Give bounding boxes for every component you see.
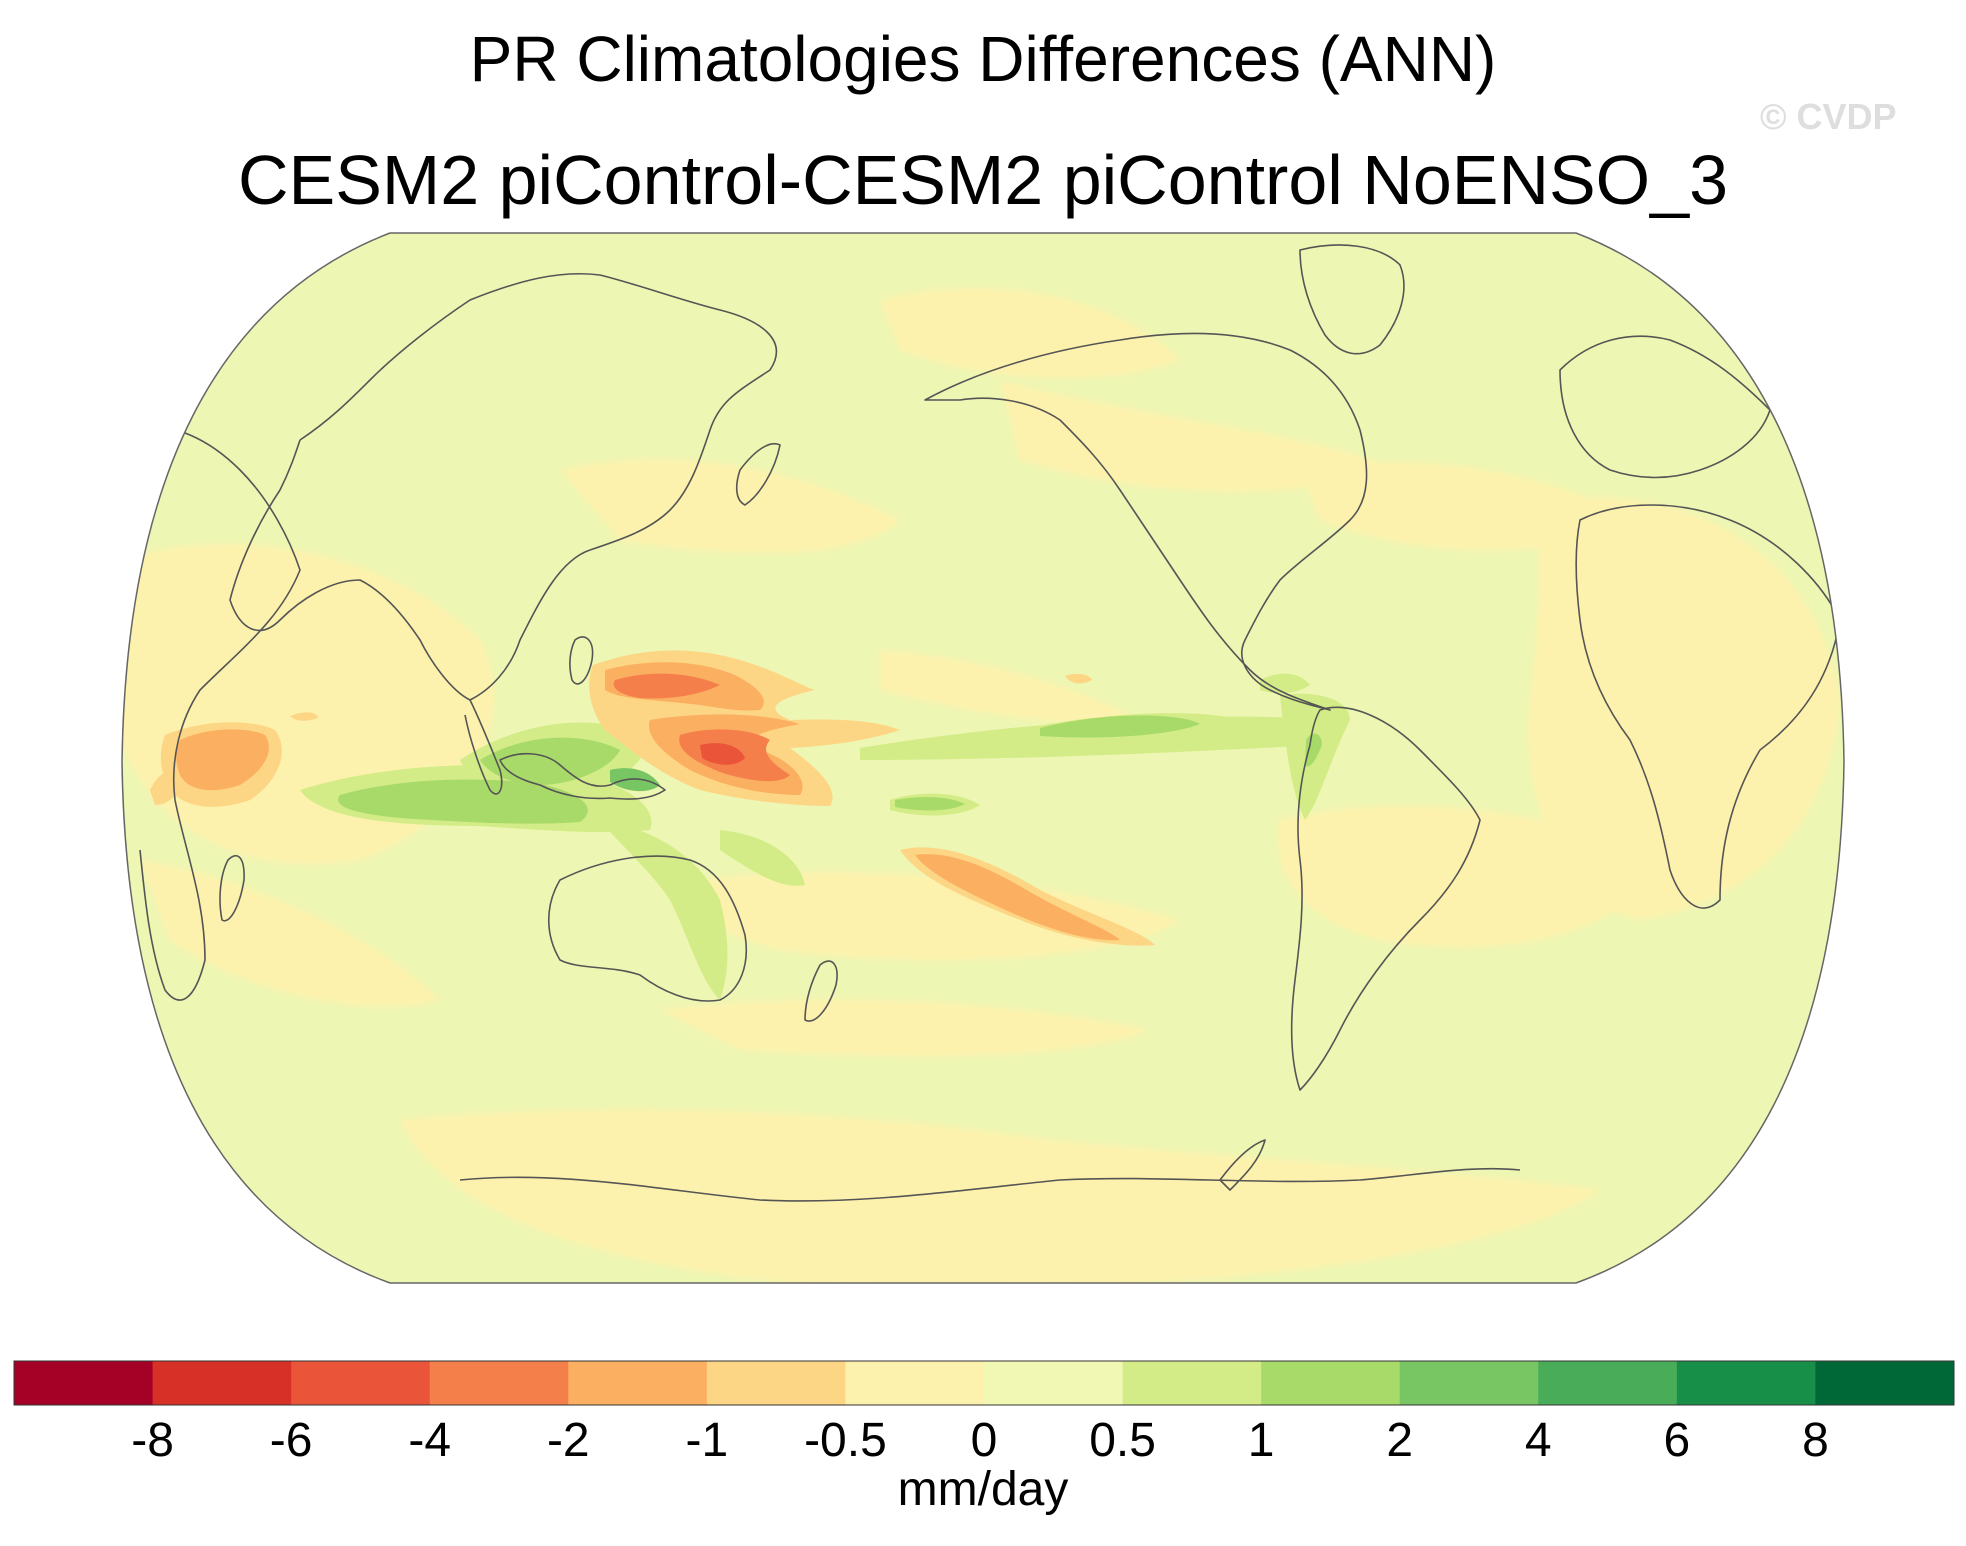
- greenland-coast: [1299, 244, 1405, 355]
- colorbar-tick-label: 4: [1525, 1414, 1552, 1467]
- colorbar-box: [984, 1361, 1124, 1405]
- colorbar-box: [429, 1361, 569, 1405]
- colorbar-boxes: [14, 1361, 1955, 1405]
- colorbar-box: [1122, 1361, 1262, 1405]
- colorbar-tick-label: 0: [971, 1414, 998, 1467]
- colorbar-box: [1399, 1361, 1539, 1405]
- colorbar-box: [845, 1361, 985, 1405]
- colorbar-box: [568, 1361, 708, 1405]
- south-america-coast: [1290, 706, 1481, 1091]
- new-zealand-coast: [804, 960, 838, 1022]
- colorbar-tick-label: -8: [131, 1414, 174, 1467]
- colorbar-box: [1538, 1361, 1678, 1405]
- watermark: © CVDP: [1760, 96, 1897, 137]
- colorbar-tick-label: 1: [1248, 1414, 1275, 1467]
- colorbar-box: [706, 1361, 846, 1405]
- positive-moderate-regions: [338, 715, 1322, 824]
- colorbar-tick-label: -1: [686, 1414, 729, 1467]
- colorbar-tick-labels: -8 -6 -4 -2 -1 -0.5 0 0.5 1 2 4 6 8: [131, 1414, 1829, 1467]
- colorbar-tick-label: -4: [408, 1414, 451, 1467]
- colorbar-tick-label: 0.5: [1089, 1414, 1156, 1467]
- indochina-coast: [464, 699, 503, 795]
- colorbar-box: [1676, 1361, 1816, 1405]
- colorbar-frame: [13, 1360, 1955, 1406]
- plot-title: PR Climatologies Differences (ANN): [469, 23, 1497, 95]
- colorbar-box: [291, 1361, 431, 1405]
- colorbar-tick-label: 2: [1386, 1414, 1413, 1467]
- philippines-coast: [569, 636, 594, 685]
- maritime-continent-coast: [499, 752, 666, 800]
- coastlines: [139, 244, 1841, 1202]
- map-boundary: [121, 232, 1845, 1284]
- colorbar-tick-label: -6: [270, 1414, 313, 1467]
- colorbar-box: [152, 1361, 292, 1405]
- japan-coast: [735, 443, 781, 506]
- colorbar-box: [1815, 1361, 1955, 1405]
- antarctic-peninsula-coast: [1219, 1139, 1266, 1191]
- negative-extreme-regions: [700, 743, 745, 765]
- europe-coast: [1559, 335, 1771, 479]
- australia-coast: [547, 855, 747, 1002]
- africa-coast: [139, 426, 301, 1001]
- colorbar-box: [1261, 1361, 1401, 1405]
- north-america-coast: [924, 332, 1368, 711]
- colorbar-tick-label: 8: [1802, 1414, 1829, 1467]
- colorbar-tick-label: -0.5: [804, 1414, 887, 1467]
- west-africa-coast: [1575, 504, 1841, 909]
- asia-coast: [229, 272, 777, 701]
- plot-subtitle: CESM2 piControl-CESM2 piControl NoENSO_3: [238, 141, 1728, 219]
- madagascar-coast: [219, 855, 245, 922]
- colorbar-tick-label: -2: [547, 1414, 590, 1467]
- colorbar-tick-label: 6: [1664, 1414, 1691, 1467]
- colorbar-units: mm/day: [897, 1463, 1069, 1516]
- antarctica-coast: [459, 1167, 1521, 1202]
- colorbar-box: [14, 1361, 154, 1405]
